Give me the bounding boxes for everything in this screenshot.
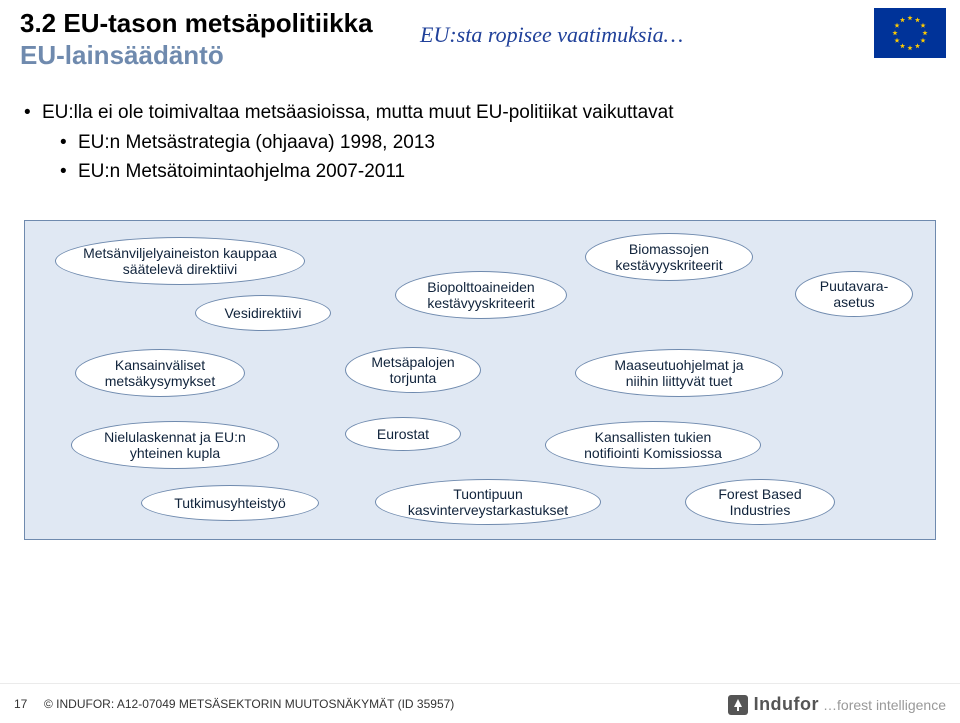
bubble-b1: Metsänviljelyaineiston kauppaa säätelevä… (55, 237, 305, 285)
bubble-panel: Metsänviljelyaineiston kauppaa säätelevä… (24, 220, 936, 540)
bullet-level-1: • EU:n Metsästrategia (ohjaava) 1998, 20… (60, 130, 904, 156)
bullet-text: EU:lla ei ole toimivaltaa metsäasioissa,… (42, 100, 673, 126)
page-title: 3.2 EU-tason metsäpolitiikka (20, 8, 373, 39)
bubble-b9: Nielulaskennat ja EU:n yhteinen kupla (71, 421, 279, 469)
bullet-level-1: • EU:n Metsätoimintaohjelma 2007-2011 (60, 159, 904, 185)
page-subtitle: EU-lainsäädäntö (20, 40, 224, 71)
bubble-b10: Eurostat (345, 417, 461, 451)
eu-flag-icon (874, 8, 946, 58)
bullet-dot-icon: • (60, 159, 78, 185)
tree-icon (728, 695, 748, 715)
logo-main-text: Indufor (754, 694, 819, 715)
page-number: 17 (14, 697, 27, 711)
copyright-text: © INDUFOR: A12-07049 METSÄSEKTORIN MUUTO… (44, 697, 454, 711)
bullet-level-0: • EU:lla ei ole toimivaltaa metsäasioiss… (24, 100, 904, 126)
bubble-b2: Vesidirektiivi (195, 295, 331, 331)
bubble-b7: Metsäpalojen torjunta (345, 347, 481, 393)
footer: 17 © INDUFOR: A12-07049 METSÄSEKTORIN MU… (0, 683, 960, 723)
bubble-b3: Biopolttoaineiden kestävyyskriteerit (395, 271, 567, 319)
bullet-list: • EU:lla ei ole toimivaltaa metsäasioiss… (24, 100, 904, 189)
tagline-text: EU:sta ropisee vaatimuksia… (420, 22, 683, 48)
bubble-b5: Puutavara- asetus (795, 271, 913, 317)
bullet-text: EU:n Metsästrategia (ohjaava) 1998, 2013 (78, 130, 435, 156)
bullet-dot-icon: • (24, 100, 42, 126)
bullet-text: EU:n Metsätoimintaohjelma 2007-2011 (78, 159, 405, 185)
bubble-b8: Maaseutuohjelmat ja niihin liittyvät tue… (575, 349, 783, 397)
bullet-dot-icon: • (60, 130, 78, 156)
slide: 3.2 EU-tason metsäpolitiikka EU-lainsääd… (0, 0, 960, 723)
bubble-b14: Forest Based Industries (685, 479, 835, 525)
logo-sub-text: …forest intelligence (823, 697, 946, 713)
bubble-b6: Kansainväliset metsäkysymykset (75, 349, 245, 397)
bubble-b4: Biomassojen kestävyyskriteerit (585, 233, 753, 281)
bubble-b12: Tutkimusyhteistyö (141, 485, 319, 521)
company-logo: Indufor …forest intelligence (728, 694, 946, 715)
bubble-b11: Kansallisten tukien notifiointi Komissio… (545, 421, 761, 469)
bubble-b13: Tuontipuun kasvinterveystarkastukset (375, 479, 601, 525)
